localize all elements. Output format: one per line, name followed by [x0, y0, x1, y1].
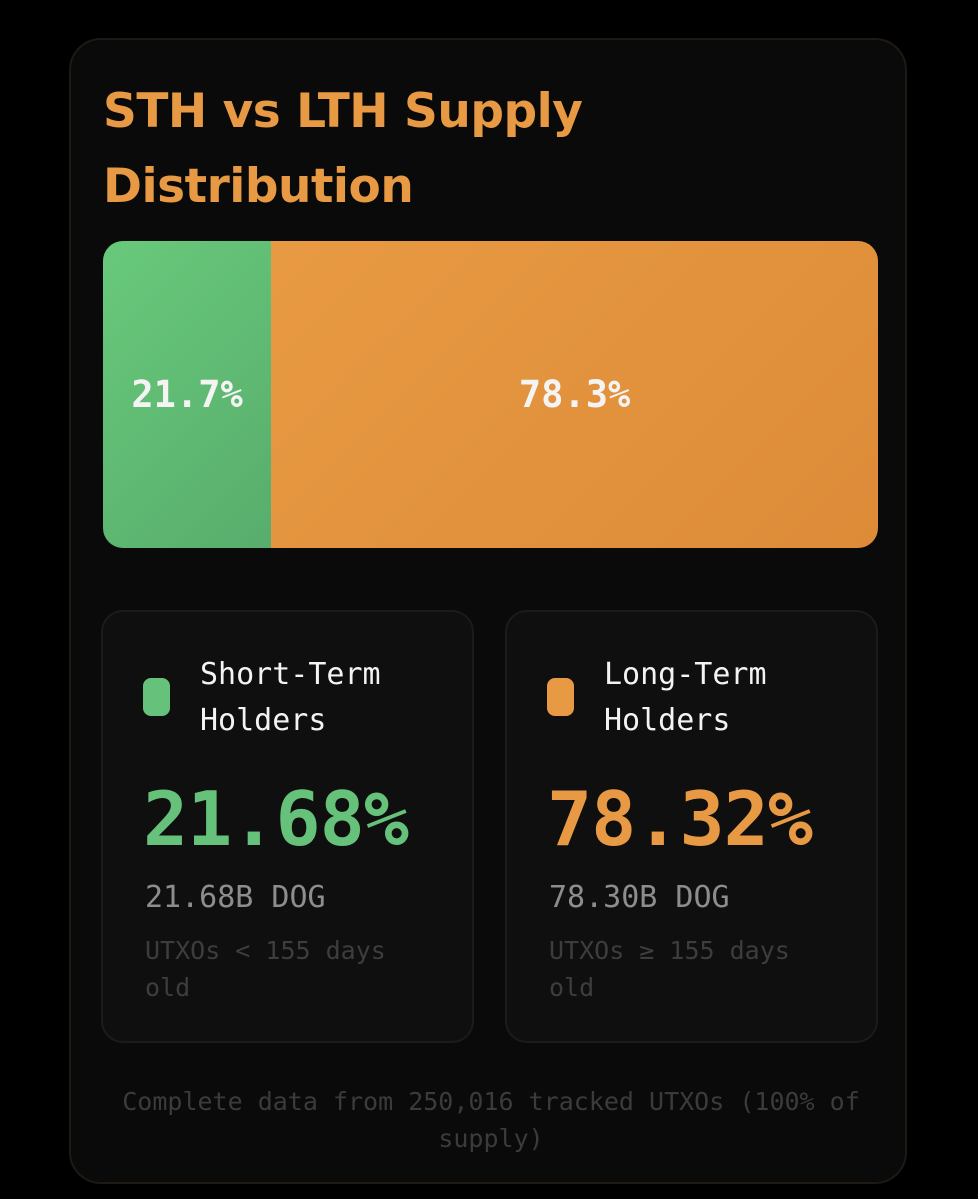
bar-segment-sth: 21.7%: [103, 241, 272, 548]
lth-amount: 78.30B DOG: [549, 880, 730, 915]
bar-segment-lth: 78.3%: [271, 241, 878, 548]
bar-label-lth: 78.3%: [518, 373, 631, 416]
bar-label-sth: 21.7%: [131, 373, 243, 416]
data-source-footnote: Complete data from 250,016 tracked UTXOs…: [122, 1087, 860, 1153]
stacked-distribution-bar: 21.7% 78.3%: [103, 241, 878, 548]
lth-label: Long-Term Holders: [604, 657, 767, 738]
sth-note: UTXOs < 155 days old: [145, 936, 386, 1002]
sth-percent: 21.68%: [143, 775, 409, 863]
sth-legend-swatch: [143, 678, 170, 716]
sth-label: Short-Term Holders: [200, 657, 381, 738]
sth-amount: 21.68B DOG: [145, 880, 326, 915]
card-title: STH vs LTH Supply Distribution: [103, 84, 583, 214]
lth-stat-card: Long-Term Holders 78.32% 78.30B DOG UTXO…: [505, 610, 878, 1043]
sth-stat-card: Short-Term Holders 21.68% 21.68B DOG UTX…: [101, 610, 474, 1043]
lth-percent: 78.32%: [547, 775, 813, 863]
lth-legend-swatch: [547, 678, 574, 716]
lth-note: UTXOs ≥ 155 days old: [549, 936, 790, 1002]
supply-distribution-card: STH vs LTH Supply Distribution 21.7% 78.…: [69, 38, 907, 1184]
